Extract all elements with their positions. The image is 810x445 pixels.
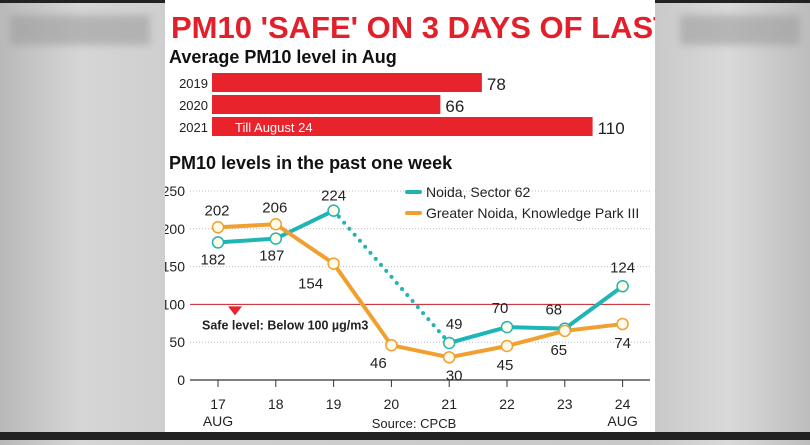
- bar-category-label: 2020: [179, 98, 208, 113]
- x-tick-label: 24: [615, 396, 631, 412]
- x-tick-label: 18: [268, 396, 284, 412]
- x-tick-sublabel: AUG: [203, 413, 233, 429]
- data-label: 68: [545, 302, 562, 319]
- data-point: [211, 236, 225, 249]
- x-tick-sublabel: AUG: [607, 413, 637, 429]
- data-label: 45: [497, 357, 514, 374]
- data-label: 187: [259, 248, 284, 265]
- main-title: PM10 'SAFE' ON 3 DAYS OF LAST WK: [171, 10, 655, 45]
- y-tick-label: 200: [165, 221, 185, 237]
- data-point: [558, 324, 572, 338]
- background-blur: [10, 15, 150, 45]
- data-label: 206: [262, 199, 287, 216]
- data-point: [500, 339, 514, 353]
- series-line-greater-noida: [217, 222, 623, 360]
- data-label: 70: [492, 300, 509, 317]
- data-label: 65: [550, 342, 567, 359]
- chart-svg: PM10 'SAFE' ON 3 DAYS OF LAST WK Average…: [162, 10, 733, 431]
- data-point: [385, 338, 398, 352]
- bottom-border: [0, 432, 810, 440]
- data-label: 49: [446, 316, 463, 333]
- safe-level-label: Safe level: Below 100 µg/m3: [202, 318, 368, 332]
- bar-2021: [212, 117, 593, 136]
- bar-category-label: 2021: [179, 120, 208, 135]
- x-tick-label: 21: [441, 396, 457, 412]
- bar-value-label: 66: [445, 97, 464, 116]
- data-label: 74: [614, 335, 631, 352]
- legend-label: Noida, Sector 62: [426, 184, 530, 200]
- data-point: [442, 336, 456, 350]
- bar-annotation: Till August 24: [235, 120, 313, 135]
- data-point: [269, 232, 283, 245]
- bar-2019: [212, 73, 482, 92]
- data-point: [442, 351, 456, 364]
- y-tick-label: 150: [165, 259, 185, 275]
- x-tick-label: 20: [384, 396, 400, 412]
- source-label: Source: CPCB: [372, 416, 457, 431]
- series-gap-dotted-line: [331, 208, 452, 345]
- y-tick-label: 0: [177, 372, 185, 388]
- data-label: 124: [610, 259, 635, 276]
- x-tick-label: 23: [557, 396, 573, 412]
- infographic-panel: PM10 'SAFE' ON 3 DAYS OF LAST WK Average…: [162, 0, 733, 440]
- line-chart-title: PM10 levels in the past one week: [169, 153, 453, 173]
- data-label: 46: [370, 355, 387, 372]
- down-triangle-icon: [228, 306, 242, 316]
- bar-chart-title: Average PM10 level in Aug: [169, 47, 397, 67]
- y-tick-label: 50: [169, 334, 185, 350]
- data-point: [500, 320, 514, 334]
- background-blur: [680, 15, 800, 45]
- legend-label: Greater Noida, Knowledge Park III: [426, 205, 639, 221]
- data-label: 30: [446, 367, 463, 384]
- data-label: 182: [200, 251, 225, 268]
- bar-value-label: 110: [598, 119, 625, 138]
- data-point: [616, 280, 629, 293]
- y-tick-label: 100: [165, 296, 185, 312]
- bar-category-label: 2019: [179, 76, 208, 91]
- data-label: 154: [298, 276, 323, 293]
- data-point: [269, 218, 283, 231]
- x-tick-label: 22: [499, 396, 515, 412]
- bar-value-label: 78: [487, 75, 506, 94]
- x-tick-label: 17: [210, 396, 226, 412]
- data-label: 224: [321, 188, 346, 205]
- series-line-noida: [448, 284, 624, 345]
- data-label: 202: [204, 202, 229, 219]
- data-point: [616, 317, 629, 331]
- x-tick-label: 19: [326, 396, 342, 412]
- data-point: [211, 221, 225, 234]
- data-point: [327, 204, 340, 217]
- data-point: [327, 257, 340, 270]
- bar-2020: [212, 95, 441, 114]
- y-tick-label: 250: [165, 183, 185, 199]
